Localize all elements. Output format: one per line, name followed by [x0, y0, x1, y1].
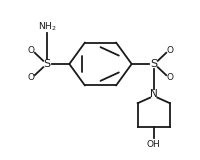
- Text: O: O: [28, 46, 34, 55]
- Text: S: S: [149, 59, 157, 69]
- Text: N: N: [149, 89, 157, 99]
- Text: NH$_2$: NH$_2$: [38, 20, 56, 33]
- Text: O: O: [28, 73, 34, 82]
- Text: O: O: [166, 73, 172, 82]
- Text: S: S: [43, 59, 51, 69]
- Text: OH: OH: [146, 140, 160, 149]
- Text: O: O: [166, 46, 172, 55]
